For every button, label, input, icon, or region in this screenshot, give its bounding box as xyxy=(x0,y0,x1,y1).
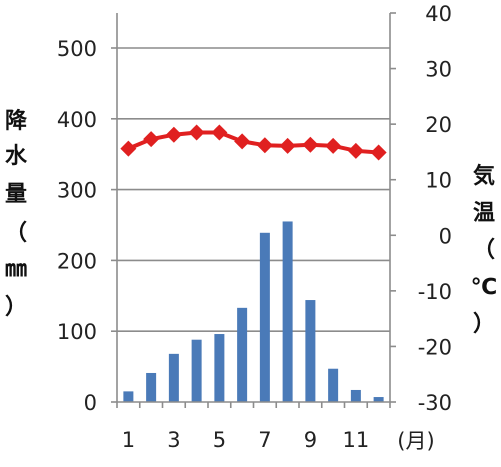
precip-bar xyxy=(237,307,248,402)
x-tick-label: 3 xyxy=(167,428,180,452)
temperature-marker xyxy=(188,124,205,141)
temperature-marker xyxy=(165,126,182,143)
left-axis-ticks: 0 100 200 300 400 500 xyxy=(57,37,97,415)
left-axis-title: 降水量 （ ㎜ ） xyxy=(5,109,28,320)
temperature-line xyxy=(120,124,387,161)
right-axis-title-char: ℃ xyxy=(471,275,498,300)
temperature-marker xyxy=(256,137,273,154)
precip-bar xyxy=(168,353,179,402)
left-axis-title-char: 水 xyxy=(5,144,28,169)
right-tick-label: 30 xyxy=(425,58,452,82)
right-axis-title-char: ） xyxy=(473,312,495,337)
temperature-marker xyxy=(234,133,251,150)
precip-bar xyxy=(373,397,384,402)
right-tick-label: -30 xyxy=(418,391,452,415)
x-axis-unit: (月) xyxy=(397,429,434,453)
left-tick-label: 400 xyxy=(57,108,97,132)
x-tick-label: 1 xyxy=(122,428,135,452)
precip-bar xyxy=(123,391,134,402)
x-tick-label: 5 xyxy=(213,428,226,452)
x-tick-label: 9 xyxy=(304,428,317,452)
left-axis-title-char: ） xyxy=(5,295,27,320)
temperature-marker xyxy=(325,137,342,154)
right-tick-label: -20 xyxy=(418,335,452,359)
precipitation-bars xyxy=(123,221,384,402)
right-tick-label: 0 xyxy=(439,224,452,248)
right-axis-title-char: （ xyxy=(473,238,495,263)
left-tick-label: 100 xyxy=(57,320,97,344)
left-axis-title-char: （ xyxy=(5,221,27,246)
left-tick-label: 0 xyxy=(84,391,97,415)
left-tick-label: 300 xyxy=(57,179,97,203)
right-tick-label: 10 xyxy=(425,169,452,193)
temperature-marker xyxy=(120,140,137,157)
precip-bar xyxy=(350,389,361,402)
right-tick-label: 20 xyxy=(425,113,452,137)
temperature-marker xyxy=(370,144,387,161)
temperature-marker xyxy=(211,124,228,141)
right-axis-title-char: 温 xyxy=(473,201,495,226)
temperature-marker xyxy=(279,137,296,154)
x-tick-label: 7 xyxy=(258,428,271,452)
precip-bar xyxy=(282,221,293,402)
right-axis-title: 気温 （ ℃ ） xyxy=(471,163,498,337)
temperature-polyline xyxy=(127,130,379,155)
gridlines xyxy=(117,47,390,333)
precip-bar xyxy=(191,339,202,402)
right-axis-ticks: -30 -20 -10 0 10 20 30 40 xyxy=(418,2,452,415)
axes xyxy=(111,12,396,408)
left-axis-title-char: ㎜ xyxy=(5,257,27,282)
precip-bar xyxy=(328,368,339,402)
temperature-marker xyxy=(302,136,319,153)
precip-bar xyxy=(214,334,225,402)
right-tick-label: -10 xyxy=(418,280,452,304)
left-tick-label: 200 xyxy=(57,249,97,273)
temperature-marker xyxy=(143,131,160,148)
precip-bar xyxy=(146,372,157,402)
precip-bar xyxy=(305,300,316,402)
left-tick-label: 500 xyxy=(57,37,97,61)
x-axis-ticks: 1 3 5 7 9 11 xyxy=(122,428,370,452)
temperature-marker xyxy=(347,142,364,159)
right-axis-title-char: 気 xyxy=(473,163,495,189)
left-axis-title-char: 量 xyxy=(5,182,27,207)
precip-bar xyxy=(259,232,270,402)
x-tick-label: 11 xyxy=(343,428,370,452)
left-axis-title-char: 降 xyxy=(5,109,28,134)
right-tick-label: 40 xyxy=(425,2,452,26)
